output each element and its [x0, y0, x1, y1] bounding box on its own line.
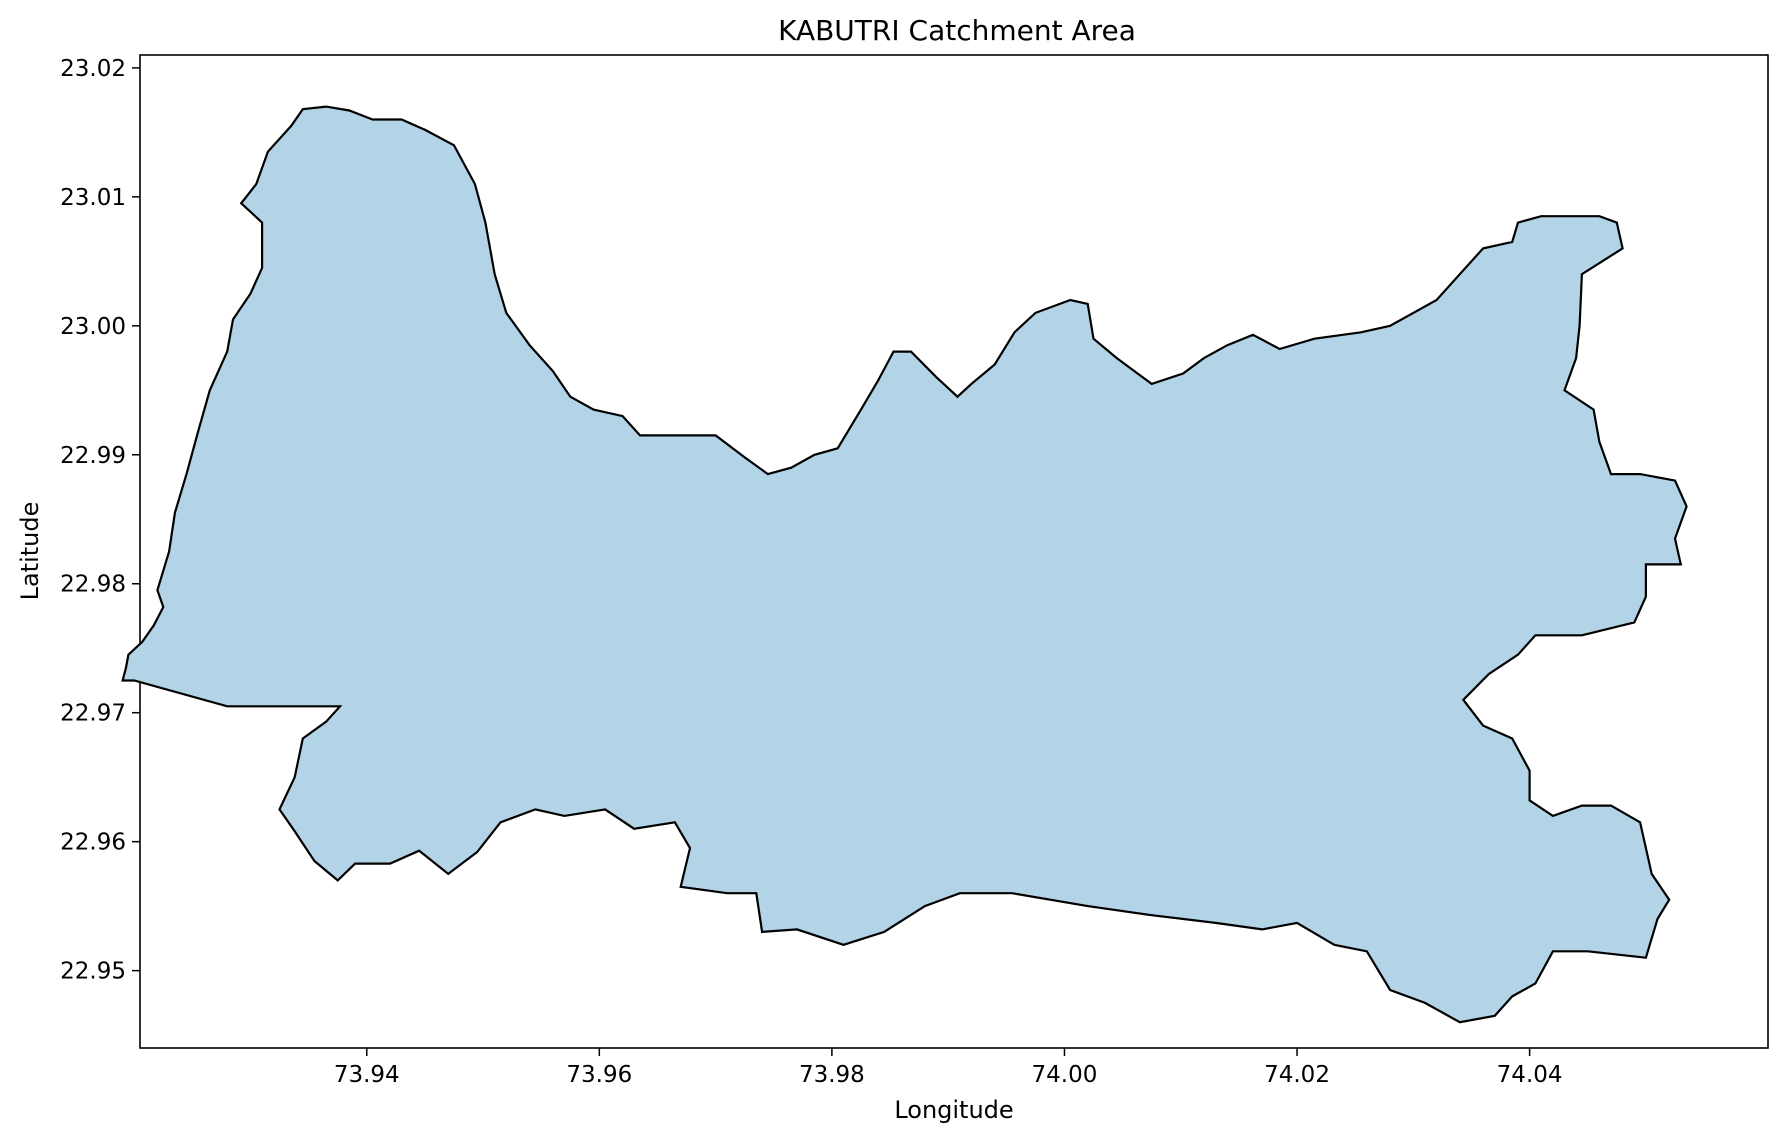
y-tick-label: 22.95 [60, 959, 126, 985]
x-tick-label: 73.94 [334, 1062, 400, 1088]
y-tick-label: 22.97 [60, 701, 126, 727]
map-title: KABUTRI Catchment Area [778, 14, 1136, 47]
x-axis-label: Longitude [894, 1096, 1013, 1124]
x-axis: 73.94 73.96 73.98 74.00 74.02 74.04 [334, 1048, 1563, 1088]
x-tick-label: 74.04 [1497, 1062, 1563, 1088]
y-axis: 22.95 22.96 22.97 22.98 22.99 23.00 23.01 23.02 [60, 56, 140, 985]
y-tick-label: 23.01 [60, 185, 126, 211]
x-tick-label: 74.02 [1264, 1062, 1330, 1088]
x-tick-label: 73.98 [799, 1062, 865, 1088]
catchment-boundary [121, 105, 1688, 1024]
y-axis-label: Latitude [16, 502, 44, 601]
x-tick-label: 74.00 [1032, 1062, 1098, 1088]
y-tick-label: 23.02 [60, 56, 126, 82]
y-tick-label: 23.00 [60, 314, 126, 340]
y-tick-label: 22.96 [60, 830, 126, 856]
plot-area [121, 105, 1688, 1024]
y-tick-label: 22.99 [60, 443, 126, 469]
y-tick-label: 22.98 [60, 572, 126, 598]
x-tick-label: 73.96 [566, 1062, 632, 1088]
